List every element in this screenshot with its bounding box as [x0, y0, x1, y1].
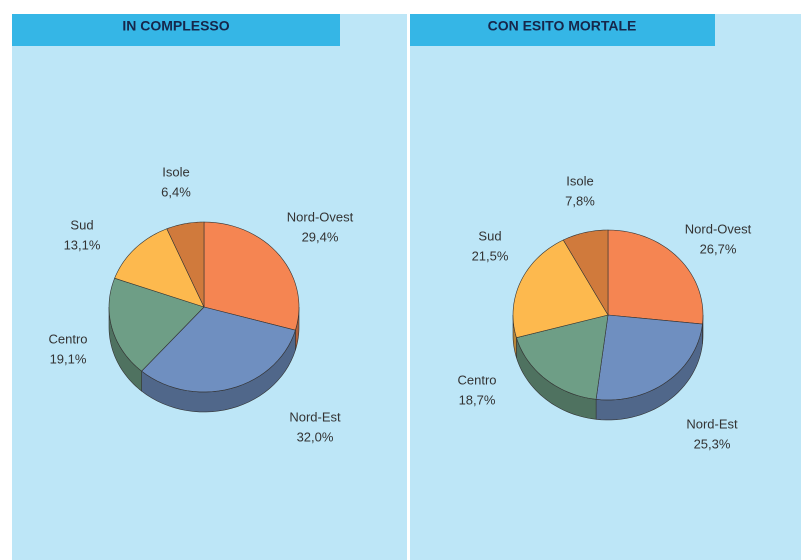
pie-slice [512, 239, 609, 339]
value-label: 18,7% [459, 392, 496, 407]
pie-slice [595, 314, 703, 401]
value-label: 29,4% [302, 229, 339, 244]
value-label: 26,7% [700, 241, 737, 256]
pie-slice [203, 221, 300, 331]
pie-slice [114, 228, 205, 308]
chart-title: CON ESITO MORTALE [488, 18, 637, 34]
slice-label: Nord-Ovest [685, 221, 752, 236]
pie-slice [607, 229, 704, 325]
slice-label: Centro [48, 331, 87, 346]
pie-slice [516, 314, 609, 400]
slice-label: Sud [478, 228, 501, 243]
slice-label: Nord-Ovest [287, 209, 354, 224]
value-label: 13,1% [64, 237, 101, 252]
value-label: 19,1% [50, 351, 87, 366]
value-label: 6,4% [161, 184, 191, 199]
slice-label: Centro [457, 372, 496, 387]
slice-label: Isole [162, 164, 189, 179]
pie-slice [108, 277, 205, 372]
pie-slice [141, 306, 296, 393]
value-label: 7,8% [565, 193, 595, 208]
pie-slice [166, 221, 205, 308]
value-label: 25,3% [694, 436, 731, 451]
panel-header [12, 14, 340, 46]
chart-title: IN COMPLESSO [122, 18, 229, 34]
value-label: 21,5% [472, 248, 509, 263]
slice-label: Sud [70, 217, 93, 232]
panel-header [410, 14, 715, 46]
pie-slice [562, 229, 609, 317]
slice-label: Nord-Est [289, 409, 341, 424]
slice-label: Nord-Est [686, 416, 738, 431]
slice-label: Isole [566, 173, 593, 188]
value-label: 32,0% [297, 429, 334, 444]
